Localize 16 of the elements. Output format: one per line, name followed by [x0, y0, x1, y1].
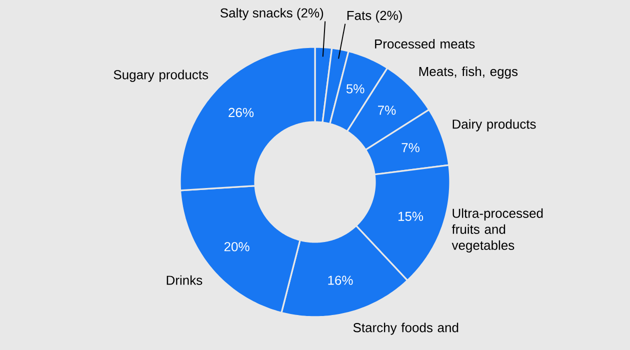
slice-label: Dairy products [452, 119, 536, 132]
data-label: 5% [346, 84, 364, 94]
slice-label: Ultra-processed fruits and vegetables [452, 208, 543, 252]
data-label: 7% [378, 106, 396, 115]
slice-label: Salty snacks (2%) [220, 8, 324, 20]
slice-label: Processed meats [375, 39, 475, 49]
slice-label: Starchy foods and [353, 322, 458, 335]
data-label: 7% [402, 143, 420, 152]
slice-label: Sugary products [114, 70, 208, 82]
data-label: 20% [224, 242, 250, 252]
slice-label: Drinks [166, 275, 202, 285]
slice-label: Fats (2%) [347, 10, 402, 23]
data-label: 26% [228, 108, 254, 118]
data-label: 15% [398, 212, 424, 221]
data-label: 16% [328, 276, 353, 285]
slice-label: Meats, fish, eggs [419, 66, 518, 79]
